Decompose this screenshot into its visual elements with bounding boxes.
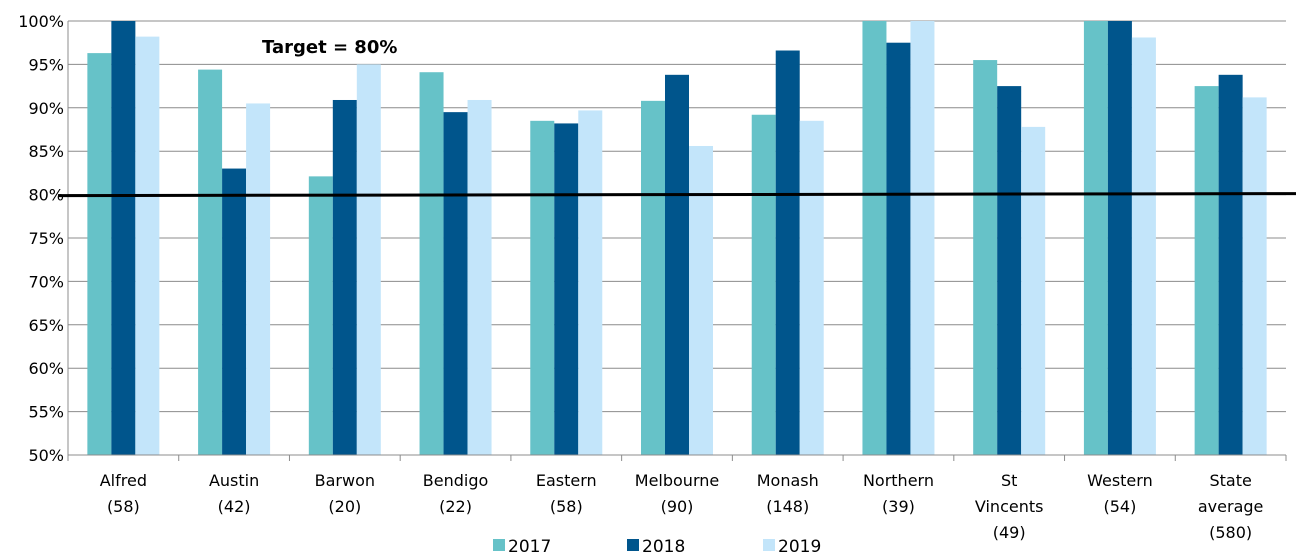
x-tick-label: average [1198, 497, 1264, 516]
x-tick-label: (49) [993, 523, 1026, 542]
legend-swatch-2018 [627, 539, 639, 551]
y-tick-label: 70% [28, 272, 64, 291]
x-tick-label: Austin [209, 471, 259, 490]
bar-2019 [1242, 97, 1267, 455]
x-tick-label: (39) [882, 497, 915, 516]
bar-2019 [246, 103, 271, 456]
bar-2017 [419, 72, 444, 455]
legend-swatch-2019 [763, 539, 775, 551]
bar-2018 [997, 86, 1022, 455]
bar-2017 [641, 100, 665, 455]
bar-2019 [799, 120, 824, 455]
bar-2017 [973, 60, 998, 456]
x-tick-label: Vincents [975, 497, 1044, 516]
y-tick-label: 50% [28, 446, 64, 465]
x-tick-label: St [1001, 471, 1017, 490]
y-tick-label: 80% [28, 186, 64, 205]
bar-2019 [356, 64, 381, 456]
y-tick-label: 95% [28, 55, 64, 74]
bar-2018 [665, 74, 689, 455]
y-tick-label: 65% [28, 316, 64, 335]
x-tick-label: (42) [218, 497, 251, 516]
bar-2019 [910, 21, 935, 455]
x-tick-label: (90) [661, 497, 694, 516]
x-tick-label: (148) [766, 497, 809, 516]
legend-label: 2019 [778, 537, 821, 557]
bar-2019 [578, 110, 603, 456]
y-tick-label: 100% [18, 12, 64, 31]
y-tick-label: 90% [28, 99, 64, 118]
bar-2017 [1083, 21, 1108, 455]
bar-2019 [467, 99, 492, 455]
bar-2018 [554, 123, 579, 455]
target-line [57, 192, 1296, 198]
legend: 2017 2018 2019 [493, 537, 821, 557]
legend-label: 2017 [508, 537, 551, 557]
bar-2019 [1021, 126, 1046, 456]
bar-2017 [751, 114, 776, 455]
bar-2017 [530, 120, 555, 455]
bar-2019 [135, 36, 160, 456]
target-line-group: Target = 80% [57, 37, 1296, 198]
bar-2017 [862, 21, 887, 455]
x-tick-label: Eastern [536, 471, 597, 490]
x-tick-label: Western [1087, 471, 1153, 490]
x-tick-label: Monash [757, 471, 819, 490]
y-tick-label: 60% [28, 359, 64, 378]
bar-2017 [1194, 86, 1219, 455]
bar-2017 [308, 176, 333, 455]
target-label: Target = 80% [262, 37, 397, 58]
x-tick-label: (20) [328, 497, 361, 516]
x-tick-label: (58) [550, 497, 583, 516]
bar-2018 [775, 50, 800, 456]
x-axis-categories: Alfred (58) Austin (42) Barwon (20) Bendigo (22… [100, 471, 1264, 542]
bar-2019 [689, 145, 713, 455]
x-tick-label: (22) [439, 497, 472, 516]
x-tick-label: (58) [107, 497, 140, 516]
x-tick-label: Alfred [100, 471, 147, 490]
x-tick-label: Melbourne [635, 471, 719, 490]
y-tick-label: 55% [28, 403, 64, 422]
axes [67, 21, 1287, 461]
bar-2018 [443, 112, 468, 455]
x-tick-label: State [1209, 471, 1251, 490]
x-tick-label: Northern [863, 471, 934, 490]
y-axis-ticks: 50% 55% 60% 65% 70% 75% 80% 85% 90% 95% 100% [18, 12, 64, 465]
bar-2018 [332, 99, 357, 455]
y-tick-label: 75% [28, 229, 64, 248]
x-tick-label: Bendigo [423, 471, 489, 490]
x-tick-label: (54) [1103, 497, 1136, 516]
y-tick-label: 85% [28, 142, 64, 161]
bar-2017 [198, 69, 223, 455]
x-tick-label: Barwon [315, 471, 375, 490]
legend-label: 2018 [642, 537, 685, 557]
bar-2017 [87, 53, 112, 456]
bar-2018 [111, 21, 136, 455]
bar-2018 [1107, 21, 1132, 455]
legend-swatch-2017 [493, 539, 505, 551]
x-tick-label: (580) [1209, 523, 1252, 542]
bar-2019 [1131, 37, 1156, 455]
bar-2018 [1218, 74, 1243, 455]
bar-2018 [222, 168, 247, 455]
bar-2018 [886, 42, 911, 455]
bars [87, 21, 1267, 456]
